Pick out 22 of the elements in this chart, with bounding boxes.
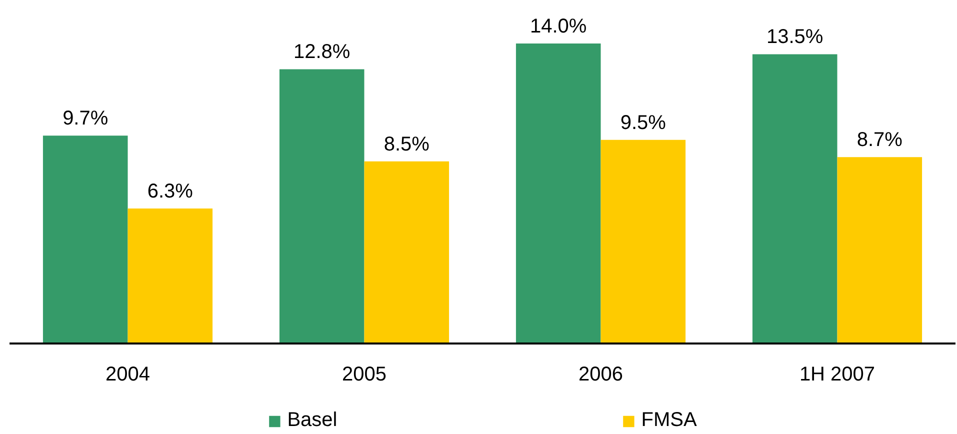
bar (364, 161, 450, 344)
legend-label: FMSA (641, 409, 697, 432)
bar (600, 140, 686, 344)
data-label: 6.3% (147, 180, 194, 202)
data-label: 14.0% (530, 16, 587, 38)
data-label: 9.7% (62, 108, 108, 130)
data-label: 8.7% (856, 129, 903, 152)
legend-label: Basel (287, 409, 338, 432)
x-tick-label: 2006 (578, 364, 624, 386)
data-label: 12.8% (294, 41, 350, 64)
data-label: 13.5% (766, 26, 824, 48)
data-label: 8.5% (384, 133, 430, 156)
x-tick-label: 1H 2007 (799, 364, 876, 386)
bar (279, 69, 364, 344)
bar (128, 208, 213, 344)
x-tick-label: 2004 (106, 364, 150, 386)
bar (516, 44, 601, 344)
bar (42, 136, 128, 344)
bar (837, 157, 922, 344)
bar (752, 54, 838, 344)
x-tick-label: 2005 (342, 364, 387, 386)
data-label: 9.5% (620, 112, 666, 134)
